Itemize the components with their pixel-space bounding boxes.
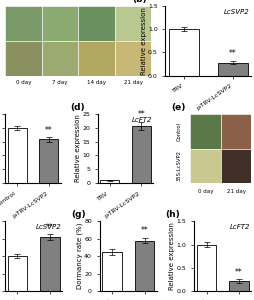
Text: Control: Control <box>177 122 182 141</box>
Text: (b): (b) <box>133 0 147 4</box>
Bar <box>135 241 154 291</box>
Text: (g): (g) <box>71 210 86 219</box>
Bar <box>229 281 249 291</box>
Bar <box>115 6 151 41</box>
Text: (e): (e) <box>171 103 185 112</box>
Text: **: ** <box>45 126 52 135</box>
Bar <box>197 245 216 291</box>
Bar <box>102 252 122 291</box>
Text: 7 day: 7 day <box>52 80 68 85</box>
Y-axis label: Relative expression: Relative expression <box>141 7 147 75</box>
Bar <box>78 6 115 41</box>
Text: 0 day: 0 day <box>16 80 31 85</box>
Bar <box>42 6 78 41</box>
Text: 35S:LcSVP2: 35S:LcSVP2 <box>177 150 182 182</box>
Bar <box>40 237 60 291</box>
Y-axis label: Dormancy rate (%): Dormancy rate (%) <box>76 223 83 290</box>
Bar <box>115 41 151 76</box>
Bar <box>42 41 78 76</box>
Bar <box>132 126 151 183</box>
Text: 21 day: 21 day <box>227 189 246 194</box>
Text: 14 day: 14 day <box>87 80 106 85</box>
Bar <box>190 148 221 183</box>
Bar <box>8 128 26 183</box>
Y-axis label: Relative expression: Relative expression <box>75 115 81 182</box>
Bar <box>100 181 119 183</box>
Text: **: ** <box>137 110 145 119</box>
Bar <box>190 114 221 148</box>
Text: **: ** <box>46 223 54 232</box>
Text: **: ** <box>235 268 243 277</box>
Bar <box>169 29 199 76</box>
Text: 21 day: 21 day <box>124 80 143 85</box>
Bar <box>221 148 251 183</box>
Bar <box>221 114 251 148</box>
Text: LcFT2: LcFT2 <box>230 224 250 230</box>
Text: **: ** <box>141 226 148 236</box>
Text: LcFT2: LcFT2 <box>132 116 152 122</box>
Bar <box>8 256 27 291</box>
Text: 0 day: 0 day <box>198 189 213 194</box>
Text: (d): (d) <box>70 103 85 112</box>
Text: (h): (h) <box>166 210 180 219</box>
Bar <box>218 62 248 76</box>
Y-axis label: Relative expression: Relative expression <box>169 222 175 290</box>
Bar <box>5 41 42 76</box>
Text: **: ** <box>229 49 237 58</box>
Bar <box>78 41 115 76</box>
Text: LcSVP2: LcSVP2 <box>36 224 61 230</box>
Bar <box>39 140 58 183</box>
Text: LcSVP2: LcSVP2 <box>224 9 250 15</box>
Bar <box>5 6 42 41</box>
